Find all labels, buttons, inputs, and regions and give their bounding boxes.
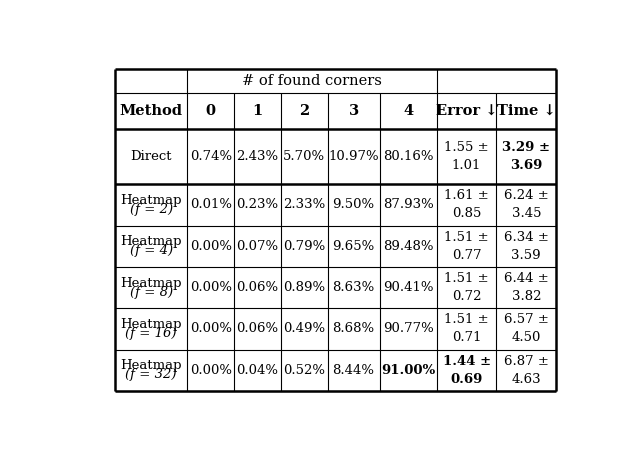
Text: # of found corners: # of found corners — [242, 74, 382, 88]
Text: 80.16%: 80.16% — [383, 150, 433, 163]
Text: (f = 2): (f = 2) — [129, 203, 173, 216]
Text: 0.89%: 0.89% — [284, 281, 325, 294]
Text: 0.07%: 0.07% — [236, 240, 278, 253]
Text: Heatmap: Heatmap — [120, 235, 182, 248]
Text: 90.77%: 90.77% — [383, 323, 433, 335]
Text: 0.00%: 0.00% — [190, 240, 232, 253]
Text: 6.57 ±
4.50: 6.57 ± 4.50 — [504, 313, 548, 344]
Text: 2.43%: 2.43% — [236, 150, 278, 163]
Text: 10.97%: 10.97% — [328, 150, 379, 163]
Text: 9.50%: 9.50% — [333, 198, 374, 212]
Text: Error ↓: Error ↓ — [436, 104, 497, 118]
Text: 0.06%: 0.06% — [236, 281, 278, 294]
Text: Heatmap: Heatmap — [120, 194, 182, 207]
Text: 8.68%: 8.68% — [333, 323, 374, 335]
Text: 1.51 ±
0.71: 1.51 ± 0.71 — [444, 313, 489, 344]
Text: 0.04%: 0.04% — [237, 364, 278, 377]
Text: Direct: Direct — [131, 150, 172, 163]
Text: 1.51 ±
0.72: 1.51 ± 0.72 — [444, 272, 489, 303]
Text: 0.74%: 0.74% — [189, 150, 232, 163]
Text: 2.33%: 2.33% — [283, 198, 325, 212]
Text: 5.70%: 5.70% — [284, 150, 325, 163]
Text: 87.93%: 87.93% — [383, 198, 433, 212]
Text: 3.29 ±
3.69: 3.29 ± 3.69 — [502, 141, 550, 172]
Text: 1.61 ±
0.85: 1.61 ± 0.85 — [444, 189, 489, 221]
Text: 0.00%: 0.00% — [190, 364, 232, 377]
Text: Heatmap: Heatmap — [120, 318, 182, 331]
Text: (f = 16): (f = 16) — [125, 327, 177, 340]
Text: Time ↓: Time ↓ — [497, 104, 556, 118]
Text: 0: 0 — [206, 104, 216, 118]
Text: 1.51 ±
0.77: 1.51 ± 0.77 — [444, 231, 489, 262]
Text: 6.44 ±
3.82: 6.44 ± 3.82 — [504, 272, 548, 303]
Text: 9.65%: 9.65% — [333, 240, 375, 253]
Text: 0.52%: 0.52% — [284, 364, 325, 377]
Text: (f = 32): (f = 32) — [125, 368, 177, 381]
Text: 0.06%: 0.06% — [236, 323, 278, 335]
Text: (f = 8): (f = 8) — [129, 286, 173, 298]
Text: Heatmap: Heatmap — [120, 277, 182, 289]
Text: 2: 2 — [299, 104, 309, 118]
Text: (f = 4): (f = 4) — [129, 244, 173, 258]
Text: 8.63%: 8.63% — [333, 281, 375, 294]
Text: 8.44%: 8.44% — [333, 364, 374, 377]
Text: 89.48%: 89.48% — [383, 240, 433, 253]
Text: 0.23%: 0.23% — [236, 198, 278, 212]
Text: 0.79%: 0.79% — [283, 240, 325, 253]
Text: 90.41%: 90.41% — [383, 281, 433, 294]
Text: 6.87 ±
4.63: 6.87 ± 4.63 — [504, 355, 548, 386]
Text: 4: 4 — [403, 104, 413, 118]
Text: Method: Method — [120, 104, 182, 118]
Text: 1: 1 — [252, 104, 262, 118]
Text: 6.24 ±
3.45: 6.24 ± 3.45 — [504, 189, 548, 221]
Text: 0.00%: 0.00% — [190, 323, 232, 335]
Text: Heatmap: Heatmap — [120, 359, 182, 372]
Text: 0.01%: 0.01% — [190, 198, 232, 212]
Text: 1.44 ±
0.69: 1.44 ± 0.69 — [442, 355, 491, 386]
Text: 3: 3 — [349, 104, 358, 118]
Text: 91.00%: 91.00% — [381, 364, 435, 377]
Text: 1.55 ±
1.01: 1.55 ± 1.01 — [444, 141, 489, 172]
Text: 6.34 ±
3.59: 6.34 ± 3.59 — [504, 231, 548, 262]
Text: 0.49%: 0.49% — [284, 323, 325, 335]
Text: 0.00%: 0.00% — [190, 281, 232, 294]
